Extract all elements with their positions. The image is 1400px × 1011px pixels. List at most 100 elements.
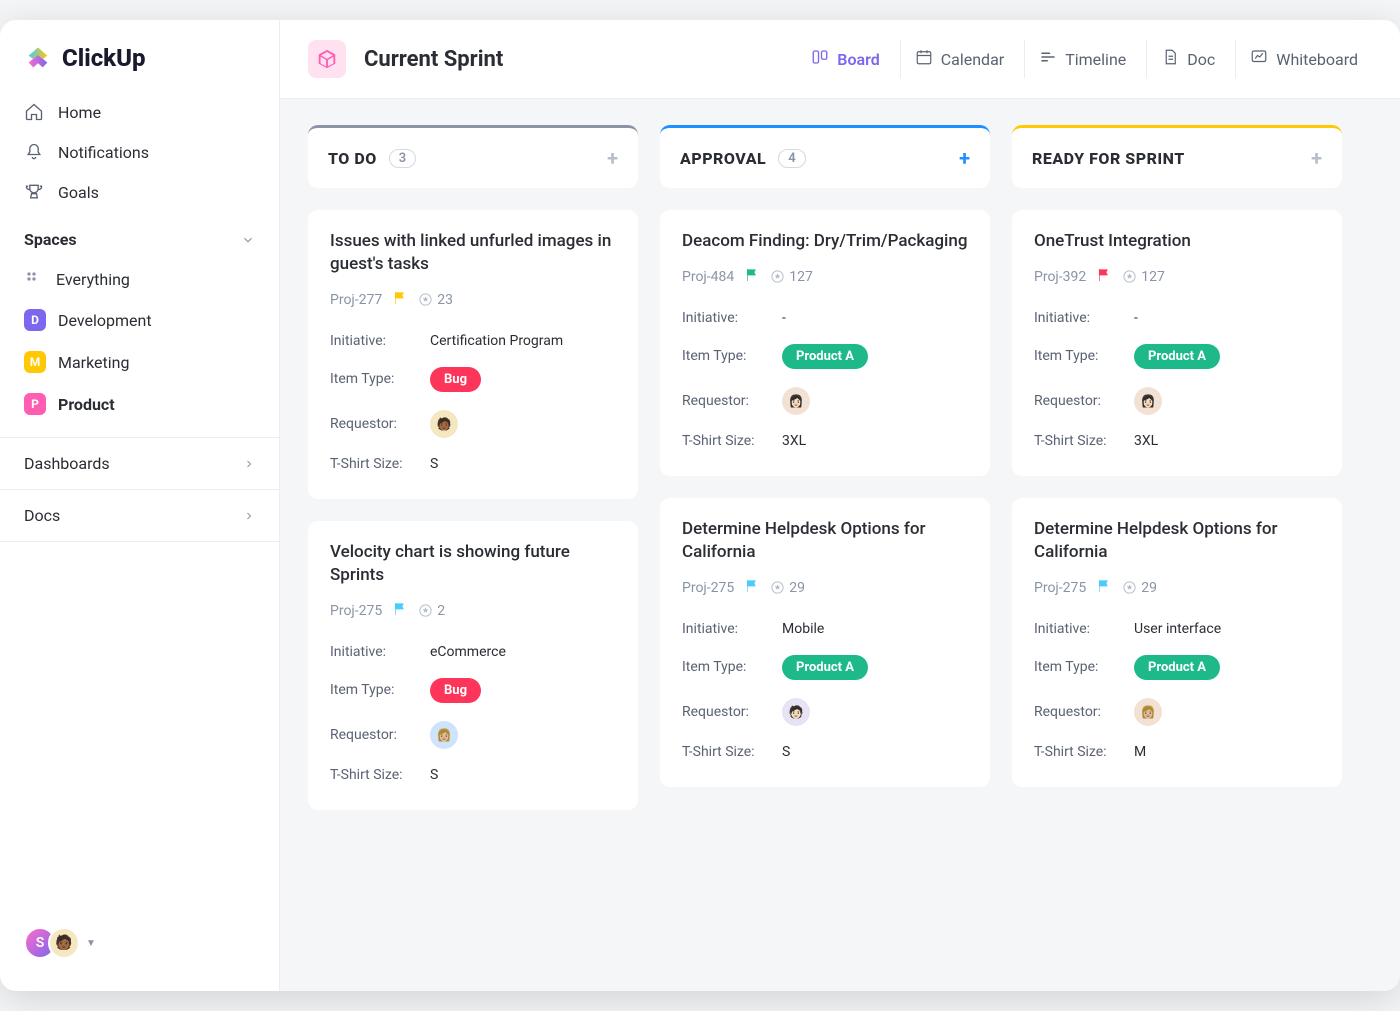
- column-header: APPROVAL 4 +: [660, 125, 990, 188]
- field-label-tshirt: T-Shirt Size:: [1034, 433, 1134, 449]
- card-title: Deacom Finding: Dry/Trim/Packaging: [682, 230, 968, 253]
- avatar[interactable]: 🧑🏾: [48, 927, 80, 959]
- item-type-pill: Bug: [430, 367, 481, 392]
- field-label-initiative: Initiative:: [682, 310, 782, 326]
- field-label-initiative: Initiative:: [330, 333, 430, 349]
- box-icon: [316, 48, 338, 70]
- field-label-requestor: Requestor:: [330, 416, 430, 432]
- field-value: S: [782, 744, 790, 760]
- field-value: Mobile: [782, 621, 824, 637]
- field-label-requestor: Requestor:: [682, 704, 782, 720]
- spaces-section-header[interactable]: Spaces: [0, 212, 279, 259]
- field-label-requestor: Requestor:: [330, 727, 430, 743]
- field-label-requestor: Requestor:: [1034, 393, 1134, 409]
- avatar-stack[interactable]: S🧑🏾: [24, 927, 80, 959]
- field-label-tshirt: T-Shirt Size:: [682, 433, 782, 449]
- project-id: Proj-392: [1034, 269, 1086, 285]
- view-tab-board[interactable]: Board: [797, 40, 893, 78]
- nav-item-home[interactable]: Home: [0, 92, 279, 132]
- field-value: -: [782, 310, 786, 326]
- item-type-pill: Product A: [1134, 344, 1220, 369]
- chevron-down-icon: [241, 233, 255, 247]
- sidebar: ClickUp Home Notifications Goals Spaces …: [0, 20, 280, 991]
- task-card[interactable]: Deacom Finding: Dry/Trim/Packaging Proj-…: [660, 210, 990, 476]
- column-header: TO DO 3 +: [308, 125, 638, 188]
- space-letter-icon: M: [24, 351, 46, 373]
- flag-icon: [392, 601, 408, 621]
- field-value: 3XL: [782, 433, 806, 449]
- field-label-itemtype: Item Type:: [682, 659, 782, 675]
- link-label: Docs: [24, 506, 60, 525]
- space-item-development[interactable]: D Development: [0, 299, 279, 341]
- view-tabs: Board Calendar Timeline Doc Whiteboard: [797, 40, 1372, 78]
- grid-icon: [24, 269, 44, 289]
- board-column: TO DO 3 + Issues with linked unfurled im…: [308, 125, 638, 965]
- view-tab-label: Doc: [1187, 50, 1215, 69]
- task-card[interactable]: Determine Helpdesk Options for Californi…: [1012, 498, 1342, 787]
- field-value: eCommerce: [430, 644, 506, 660]
- logo-text: ClickUp: [62, 44, 146, 72]
- item-type-pill: Product A: [782, 655, 868, 680]
- requestor-avatar: 👩🏼: [430, 721, 458, 749]
- add-task-button[interactable]: +: [959, 146, 970, 170]
- flag-icon: [744, 267, 760, 287]
- field-label-initiative: Initiative:: [682, 621, 782, 637]
- space-item-marketing[interactable]: M Marketing: [0, 341, 279, 383]
- sidebar-link-docs[interactable]: Docs: [0, 489, 279, 542]
- logo[interactable]: ClickUp: [0, 44, 279, 92]
- nav-item-bell[interactable]: Notifications: [0, 132, 279, 172]
- field-label-initiative: Initiative:: [1034, 310, 1134, 326]
- space-letter-icon: P: [24, 393, 46, 415]
- task-card[interactable]: OneTrust Integration Proj-392 127 Initia…: [1012, 210, 1342, 476]
- view-tab-calendar[interactable]: Calendar: [900, 40, 1018, 78]
- card-title: Determine Helpdesk Options for Californi…: [682, 518, 968, 564]
- view-tab-doc[interactable]: Doc: [1146, 40, 1229, 78]
- sidebar-link-dashboards[interactable]: Dashboards: [0, 437, 279, 489]
- chevron-right-icon: [243, 510, 255, 522]
- project-id: Proj-277: [330, 292, 382, 308]
- card-meta: Proj-275 29: [682, 578, 968, 598]
- view-tab-whiteboard[interactable]: Whiteboard: [1235, 40, 1372, 78]
- task-card[interactable]: Issues with linked unfurled images in gu…: [308, 210, 638, 499]
- doc-icon: [1161, 48, 1179, 70]
- requestor-avatar: 🧑🏻: [782, 698, 810, 726]
- view-tab-label: Board: [837, 50, 879, 69]
- field-value: 3XL: [1134, 433, 1158, 449]
- project-id: Proj-484: [682, 269, 734, 285]
- page-icon: [308, 40, 346, 78]
- project-id: Proj-275: [330, 603, 382, 619]
- field-label-initiative: Initiative:: [330, 644, 430, 660]
- add-task-button[interactable]: +: [1311, 146, 1322, 170]
- requestor-avatar: 👩🏻: [1134, 387, 1162, 415]
- card-meta: Proj-392 127: [1034, 267, 1320, 287]
- field-label-requestor: Requestor:: [1034, 704, 1134, 720]
- avatar-dropdown-icon[interactable]: ▼: [86, 938, 96, 949]
- everything-item[interactable]: Everything: [0, 259, 279, 299]
- nav-item-trophy[interactable]: Goals: [0, 172, 279, 212]
- field-label-initiative: Initiative:: [1034, 621, 1134, 637]
- requestor-avatar: 👩🏻: [782, 387, 810, 415]
- bell-icon: [24, 142, 44, 162]
- field-value: User interface: [1134, 621, 1221, 637]
- card-meta: Proj-277 23: [330, 290, 616, 310]
- field-value: S: [430, 767, 438, 783]
- board: TO DO 3 + Issues with linked unfurled im…: [280, 99, 1400, 991]
- task-card[interactable]: Velocity chart is showing future Sprints…: [308, 521, 638, 810]
- field-value: M: [1134, 744, 1146, 760]
- task-card[interactable]: Determine Helpdesk Options for Californi…: [660, 498, 990, 787]
- space-item-product[interactable]: P Product: [0, 383, 279, 425]
- card-title: Determine Helpdesk Options for Californi…: [1034, 518, 1320, 564]
- board-icon: [811, 48, 829, 70]
- add-task-button[interactable]: +: [607, 146, 618, 170]
- star-count: 127: [1122, 269, 1165, 285]
- item-type-pill: Bug: [430, 678, 481, 703]
- view-tab-label: Calendar: [941, 50, 1004, 69]
- field-label-requestor: Requestor:: [682, 393, 782, 409]
- space-label: Marketing: [58, 353, 129, 372]
- view-tab-timeline[interactable]: Timeline: [1024, 40, 1140, 78]
- field-value: S: [430, 456, 438, 472]
- whiteboard-icon: [1250, 48, 1268, 70]
- project-id: Proj-275: [682, 580, 734, 596]
- count-badge: 4: [778, 149, 805, 168]
- project-id: Proj-275: [1034, 580, 1086, 596]
